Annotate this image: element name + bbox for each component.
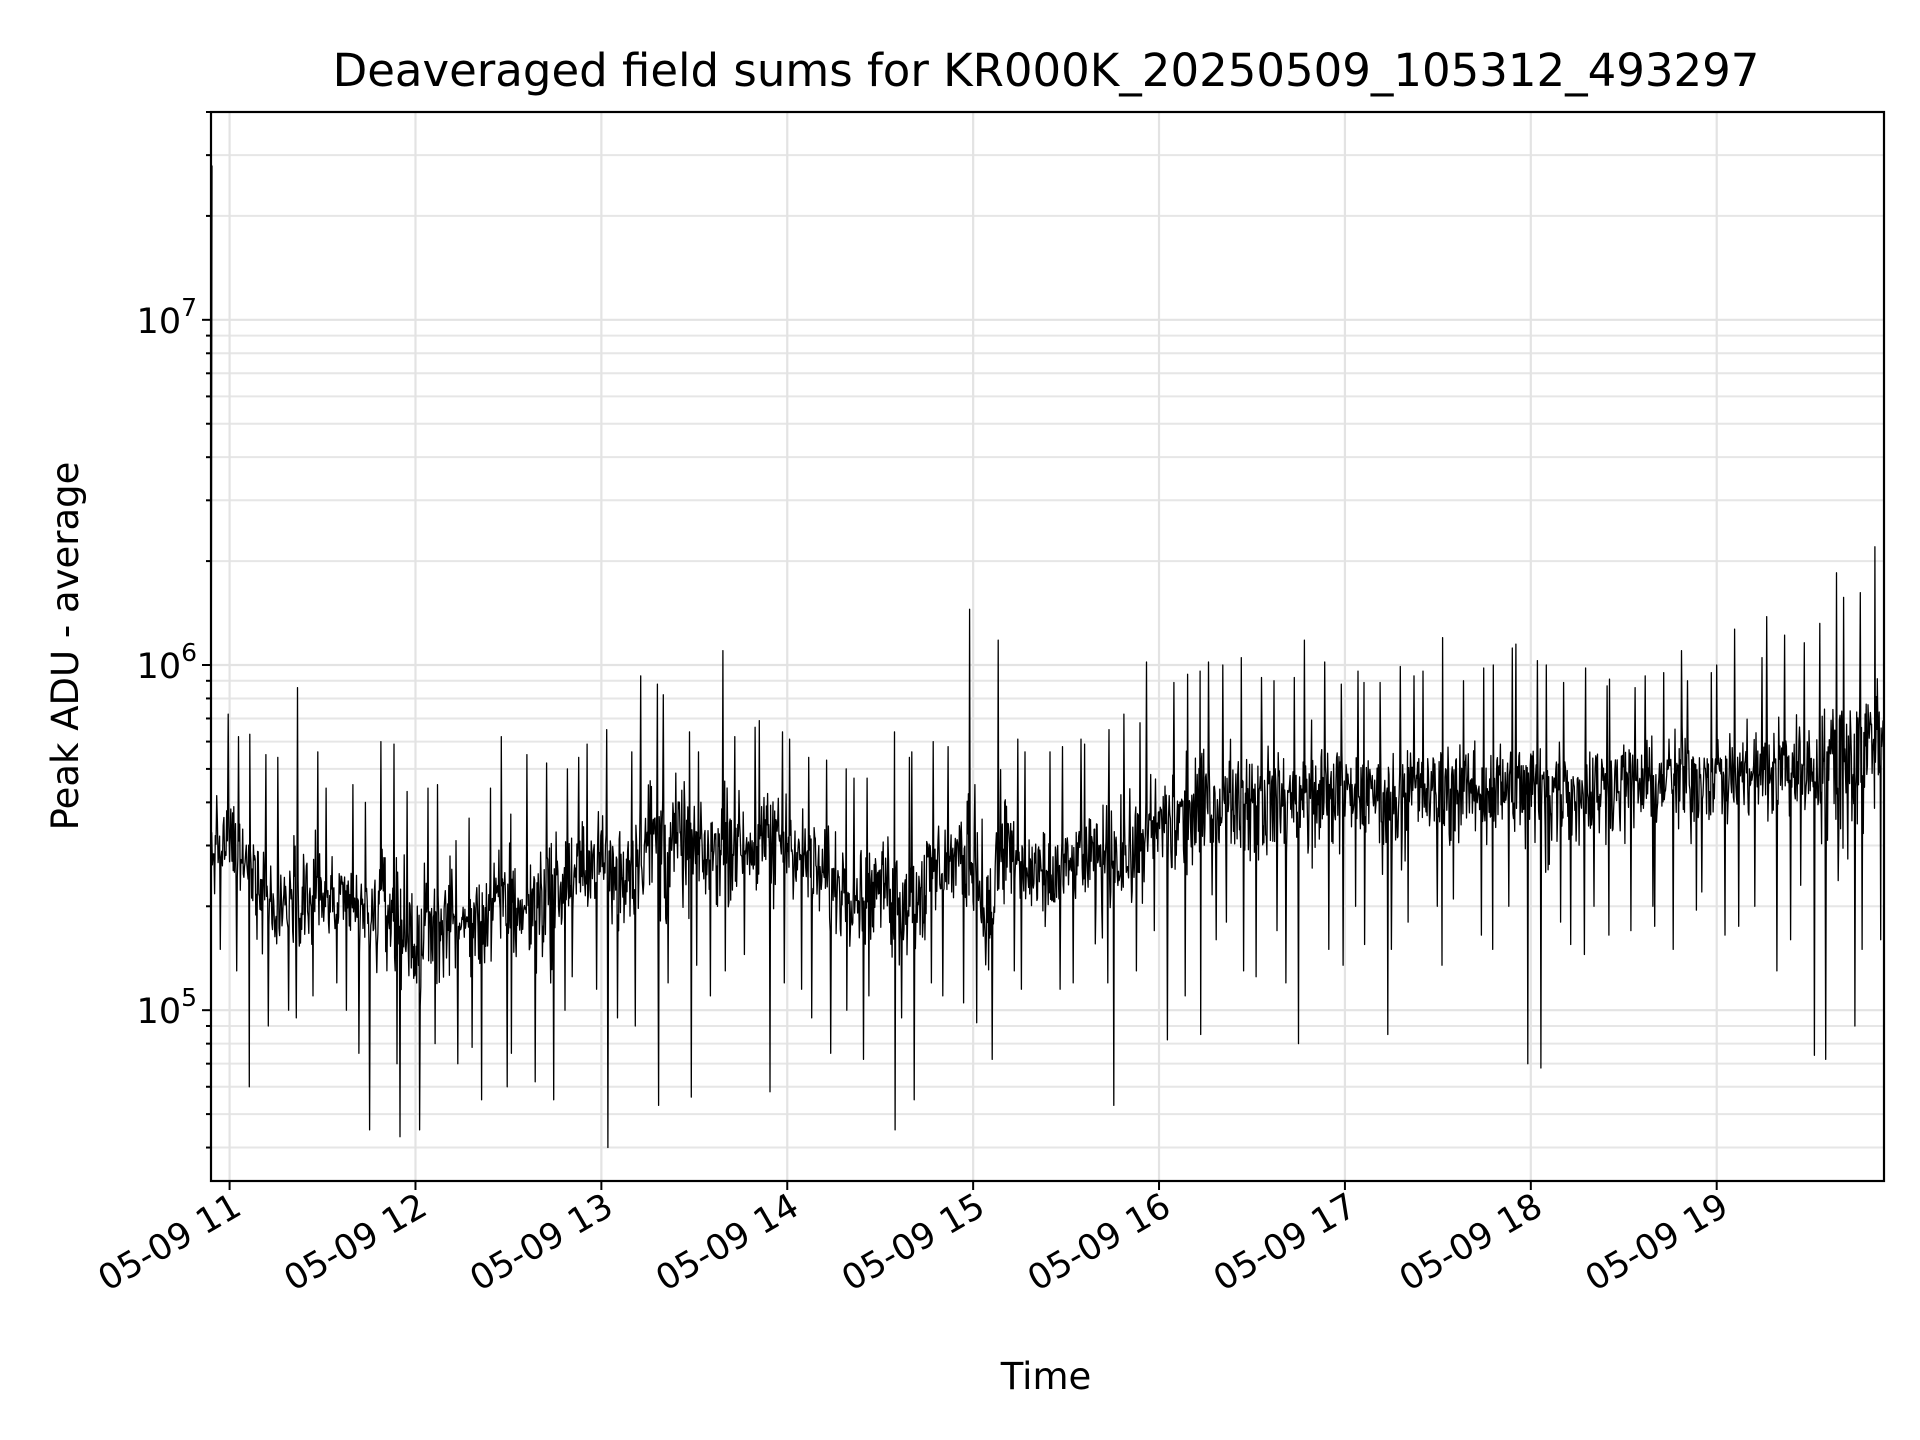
series-layer [210, 165, 1885, 1149]
y-tick-label-exponent: 5 [181, 983, 197, 1012]
y-tick-label-base: 10 [137, 992, 182, 1032]
plot-frame [209, 110, 1886, 1183]
y-tick-label-base: 10 [137, 302, 182, 342]
series-line [210, 165, 1885, 1149]
chart-title: Deaveraged field sums for KR000K_2025050… [333, 44, 1760, 97]
y-tick-label: 107 [137, 293, 197, 342]
y-tick-label: 106 [137, 638, 197, 687]
y-tick-label-exponent: 7 [181, 293, 197, 322]
x-axis-label: Time [1000, 1355, 1092, 1398]
y-tick-label-exponent: 6 [181, 638, 197, 667]
y-axis-label: Peak ADU - average [44, 462, 87, 831]
y-tick-label-base: 10 [137, 647, 182, 687]
y-tick-label: 105 [137, 983, 197, 1032]
